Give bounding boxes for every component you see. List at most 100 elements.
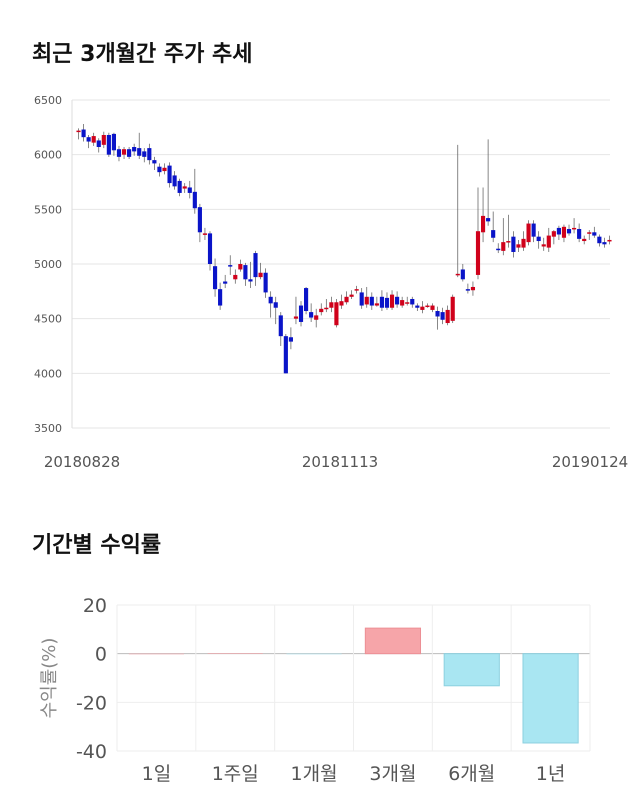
- candle-body: [76, 130, 81, 133]
- candle-body: [228, 265, 233, 267]
- candle-body: [511, 236, 516, 252]
- candle: [288, 327, 293, 350]
- candle-body: [551, 231, 556, 237]
- return-bar: [128, 653, 185, 655]
- price-candles: [76, 124, 612, 374]
- candle-body: [288, 337, 293, 342]
- candle-body: [223, 281, 228, 284]
- candle: [86, 134, 91, 149]
- candle-body: [339, 301, 344, 306]
- candle: [369, 292, 374, 310]
- candle-body: [111, 133, 116, 151]
- candle: [541, 237, 546, 251]
- return-bar: [364, 627, 422, 655]
- return-bar: [443, 653, 500, 687]
- candle: [480, 187, 486, 243]
- candle: [248, 261, 253, 289]
- candle: [263, 268, 268, 298]
- candle-body: [374, 303, 379, 306]
- candle: [389, 290, 395, 310]
- candle-body: [142, 151, 147, 157]
- candle-body: [172, 175, 177, 187]
- price-y-tick-label: 6500: [34, 94, 62, 107]
- price-y-tick-label: 4500: [34, 313, 62, 326]
- candle: [132, 143, 137, 156]
- candle: [531, 220, 536, 243]
- candle-body: [536, 236, 541, 242]
- candle-body: [480, 215, 486, 233]
- candle-body: [496, 248, 501, 251]
- candle: [187, 180, 192, 199]
- candle-body: [309, 312, 314, 318]
- candle: [223, 274, 228, 289]
- price-x-axis: 20180828 20181113 20190124: [44, 453, 628, 471]
- candle: [207, 231, 213, 271]
- candle: [566, 224, 572, 236]
- candle-body: [440, 312, 445, 320]
- candle: [511, 231, 516, 258]
- candle: [91, 132, 96, 146]
- candle-body: [127, 149, 132, 157]
- candle: [192, 168, 197, 214]
- candle: [445, 305, 450, 326]
- candle-body: [192, 191, 197, 209]
- return-bar: [207, 653, 263, 654]
- candle-body: [369, 296, 374, 306]
- candle: [592, 226, 597, 238]
- candle-body: [101, 134, 106, 145]
- candle-body: [359, 292, 364, 306]
- candle-body: [592, 232, 597, 236]
- candle-body: [298, 305, 304, 322]
- candle-body: [430, 305, 435, 310]
- candle-body: [354, 289, 359, 291]
- candle: [273, 296, 278, 325]
- candle: [162, 163, 167, 175]
- candle: [258, 262, 263, 280]
- candle: [470, 281, 476, 296]
- candle: [400, 296, 405, 308]
- returns-x-tick-label: 3개월: [369, 763, 416, 785]
- candle-body: [597, 236, 602, 244]
- returns-x-tick-label: 1주일: [212, 763, 259, 785]
- candle-body: [132, 147, 137, 152]
- candle-body: [319, 308, 324, 313]
- candle: [81, 124, 86, 142]
- candle-body: [349, 294, 354, 297]
- candle-body: [233, 274, 238, 280]
- candle: [602, 237, 607, 248]
- candle: [121, 147, 127, 160]
- candle: [152, 156, 157, 170]
- candle: [228, 255, 233, 275]
- candle: [218, 282, 223, 310]
- candle-body: [486, 218, 491, 222]
- candle-body: [137, 148, 142, 156]
- candle-body: [121, 149, 127, 155]
- candle: [172, 171, 177, 190]
- candle-body: [334, 302, 339, 326]
- candle: [106, 132, 111, 157]
- candle-body: [587, 232, 592, 234]
- candle: [561, 224, 567, 243]
- price-y-axis: 6500 6000 5500 5000 4500 4000 3500: [34, 94, 62, 435]
- candle: [197, 203, 202, 243]
- candle-body: [273, 302, 278, 308]
- candle: [465, 283, 470, 294]
- candle-body: [561, 226, 567, 238]
- candle: [334, 298, 339, 328]
- candle-body: [293, 316, 299, 319]
- price-y-tick-label: 6000: [34, 149, 62, 162]
- candle: [455, 144, 460, 278]
- returns-grid: [116, 604, 591, 752]
- candle-body: [263, 272, 268, 293]
- candle: [283, 333, 288, 374]
- candle: [304, 286, 309, 315]
- candle-body: [182, 186, 187, 189]
- candle: [420, 301, 425, 314]
- candle: [344, 291, 349, 305]
- returns-x-tick-label: 1년: [536, 763, 566, 785]
- candle-body: [526, 223, 531, 243]
- candle: [309, 303, 314, 322]
- candle-body: [147, 148, 152, 161]
- candle: [147, 143, 152, 165]
- candle: [76, 128, 81, 140]
